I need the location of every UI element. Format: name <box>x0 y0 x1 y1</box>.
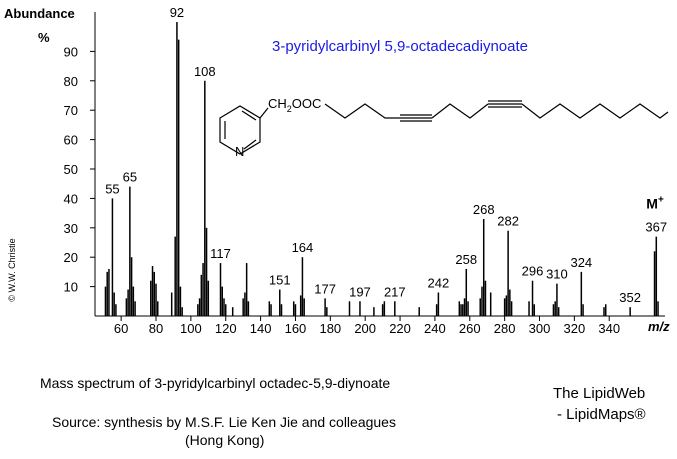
structure-group: CH2OOC <box>268 96 321 114</box>
x-tick-label: 260 <box>459 321 481 336</box>
bond <box>259 107 269 119</box>
x-tick-label: 220 <box>389 321 411 336</box>
x-tick-label: 160 <box>285 321 307 336</box>
y-tick-label: 50 <box>64 162 78 177</box>
molecular-ion-sup: + <box>658 195 664 206</box>
y-tick-label: 90 <box>64 44 78 59</box>
chain <box>324 103 400 119</box>
source: Source: synthesis by M.S.F. Lie Ken Jie … <box>52 414 396 430</box>
peak-label: 177 <box>314 281 336 296</box>
x-tick-label: 120 <box>215 321 237 336</box>
chain <box>521 103 669 119</box>
x-tick-label: 80 <box>149 321 163 336</box>
peak-label: 108 <box>194 64 216 79</box>
x-tick-label: 280 <box>494 321 516 336</box>
y-tick-label: 70 <box>64 103 78 118</box>
peak-label: 268 <box>473 202 495 217</box>
double-bond <box>241 110 257 121</box>
y-axis-label: Abundance <box>4 6 75 21</box>
double-bond <box>243 139 257 150</box>
structure-sub: 2 <box>287 104 292 114</box>
structure-atom: N <box>235 144 244 159</box>
source-place: (Hong Kong) <box>185 432 264 448</box>
peak-label: 242 <box>428 275 450 290</box>
y-tick-label: 40 <box>64 191 78 206</box>
peak-label: 258 <box>455 252 477 267</box>
peak-label: 92 <box>170 5 184 20</box>
copyright: © W.W. Christie <box>7 238 17 301</box>
y-tick-label: 80 <box>64 74 78 89</box>
x-tick-label: 180 <box>319 321 341 336</box>
peak-label: 151 <box>269 273 291 288</box>
x-tick-label: 140 <box>250 321 272 336</box>
peak-label: 324 <box>570 255 592 270</box>
peak-label: 164 <box>292 240 314 255</box>
structure <box>219 100 669 155</box>
brand: The LipidWeb <box>553 385 645 402</box>
chart-title: 3-pyridylcarbinyl 5,9-octadecadiynoate <box>272 38 528 55</box>
x-tick-label: 200 <box>354 321 376 336</box>
x-axis-label: m/z <box>648 319 670 334</box>
y-tick-label: 10 <box>64 280 78 295</box>
molecular-ion-text: M <box>646 196 658 212</box>
chain <box>431 103 489 119</box>
molecular-ion: M+ <box>646 195 664 212</box>
brand-sub: - LipidMaps® <box>557 406 646 423</box>
y-tick-label: 60 <box>64 133 78 148</box>
x-tick-label: 100 <box>180 321 202 336</box>
y-axis-unit: % <box>38 30 50 45</box>
peak-label: 197 <box>349 284 371 299</box>
y-tick-label: 20 <box>64 250 78 265</box>
peak-label: 310 <box>546 267 568 282</box>
y-tick-label: 30 <box>64 221 78 236</box>
peak-label: 55 <box>105 181 119 196</box>
x-tick-label: 320 <box>564 321 586 336</box>
peak-label: 65 <box>123 170 137 185</box>
peak-label: 367 <box>645 220 667 235</box>
x-tick-label: 300 <box>529 321 551 336</box>
caption: Mass spectrum of 3-pyridylcarbinyl octad… <box>40 375 390 391</box>
x-tick-label: 60 <box>114 321 128 336</box>
structure-text: OOC <box>292 96 322 111</box>
peak-label: 296 <box>522 264 544 279</box>
peak-label: 352 <box>619 290 641 305</box>
peak-label: 117 <box>210 246 231 261</box>
peak-label: 282 <box>497 214 519 229</box>
peak-label: 217 <box>384 284 406 299</box>
x-tick-label: 240 <box>424 321 446 336</box>
structure-text: CH <box>268 96 287 111</box>
pyridine-ring <box>219 105 261 155</box>
x-tick-label: 340 <box>598 321 620 336</box>
